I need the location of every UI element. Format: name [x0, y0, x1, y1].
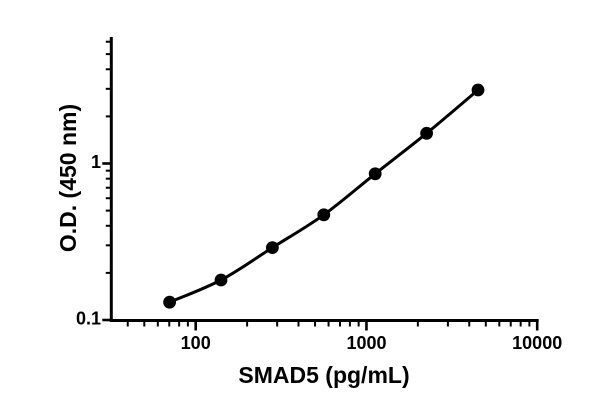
axes-layer — [102, 37, 539, 331]
y-tick-label-1: 1 — [91, 152, 101, 172]
data-point-marker — [214, 273, 228, 287]
x-tick-labels: 100 1000 10000 — [181, 333, 563, 353]
y-axis-title: O.D. (450 nm) — [55, 104, 81, 252]
x-tick-label-10000: 10000 — [512, 333, 562, 353]
x-tick-label-1000: 1000 — [346, 333, 386, 353]
data-point-marker — [420, 126, 433, 140]
data-point-marker — [471, 83, 485, 97]
x-axis-title: SMAD5 (pg/mL) — [238, 362, 409, 388]
data-point-marker — [266, 241, 279, 255]
y-tick-label-0.1: 0.1 — [76, 309, 101, 329]
y-tick-labels: 0.1 1 — [76, 152, 101, 329]
data-point-marker — [317, 208, 331, 222]
data-point-marker — [368, 167, 382, 181]
standard-curve-line — [168, 88, 480, 304]
x-tick-label-100: 100 — [181, 333, 211, 353]
data-point-marker — [163, 295, 177, 309]
plot-layer — [163, 83, 485, 309]
